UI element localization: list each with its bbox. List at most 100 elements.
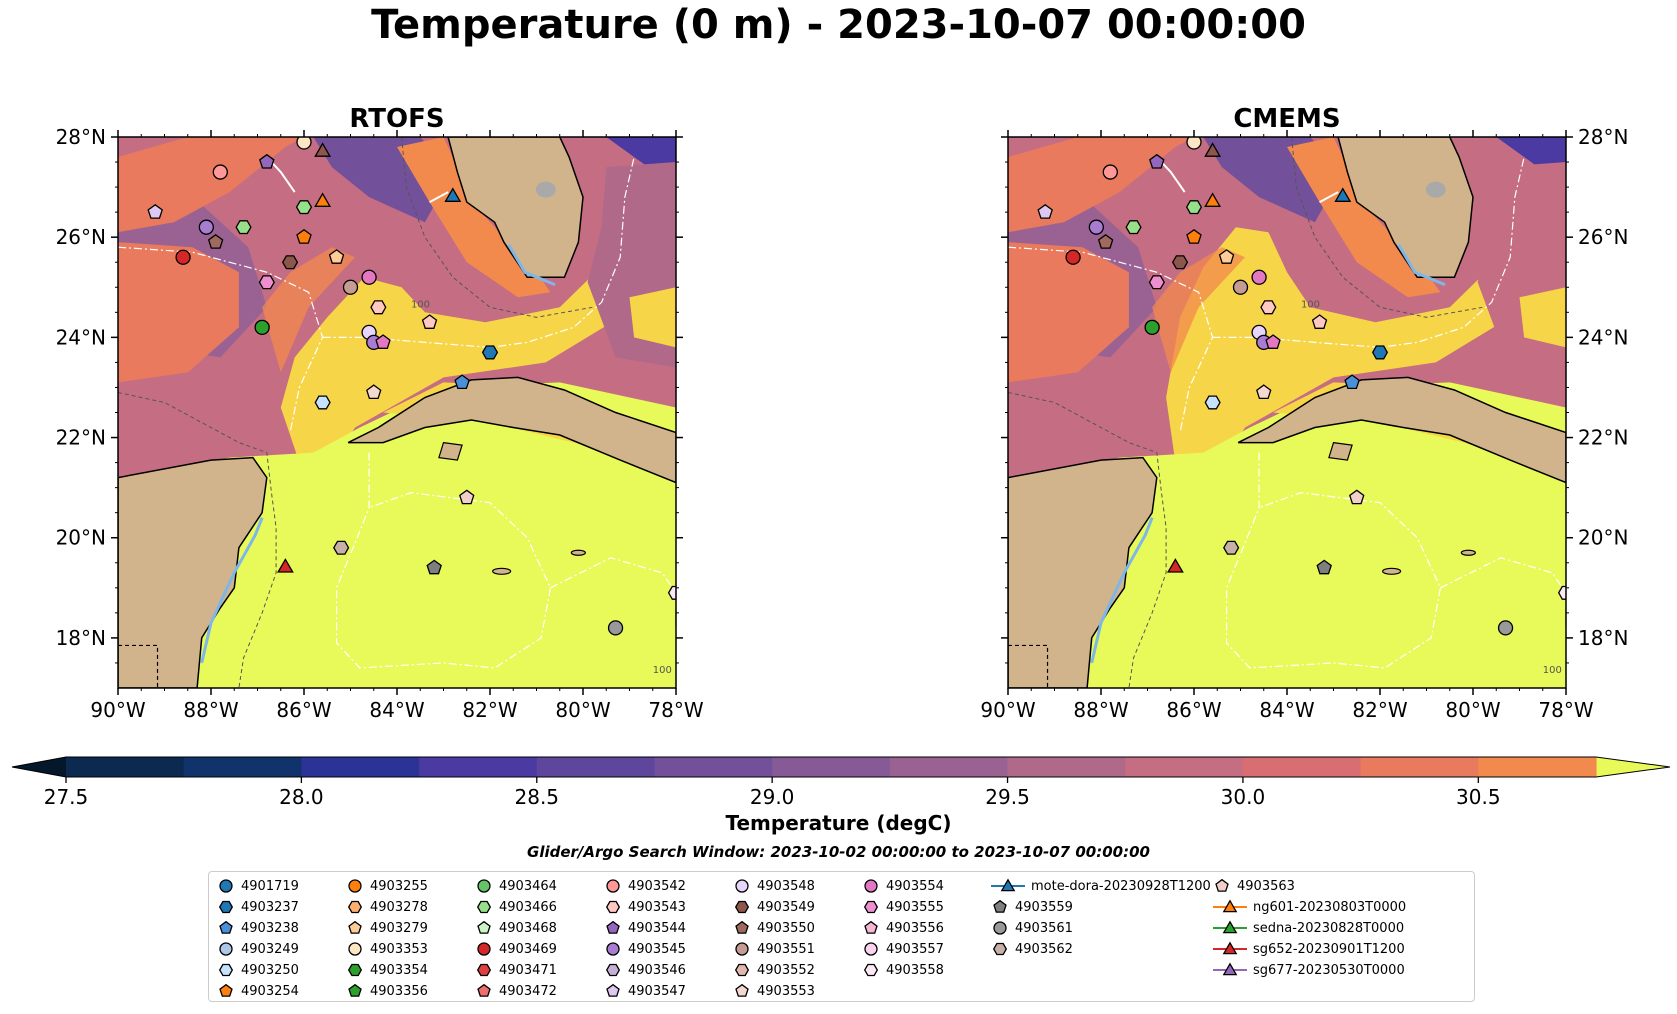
colorbar-tick-label: 29.5	[985, 785, 1030, 809]
legend-marker	[864, 879, 878, 893]
legend-marker-icon	[477, 942, 491, 956]
glider-track	[1319, 191, 1339, 203]
observation-marker	[1149, 153, 1165, 169]
legend-item: 4903254	[217, 981, 299, 1001]
legend-marker-icon	[219, 920, 233, 934]
legend-label: 4903554	[886, 878, 944, 894]
lat-tick-label: 28°N	[1578, 125, 1628, 149]
observation-marker	[1125, 220, 1142, 235]
observation-marker	[1316, 559, 1332, 575]
colorbar-under-extend	[12, 757, 66, 777]
warm-halo	[1152, 247, 1246, 373]
legend-item: 4903468	[475, 918, 557, 938]
observation-marker	[296, 137, 312, 150]
lat-tick-label: 24°N	[56, 325, 106, 349]
legend-item: 4903552	[733, 960, 815, 980]
lon-tick-label: 84°W	[1259, 698, 1314, 722]
temperature-field: 100 100	[1008, 137, 1566, 688]
legend-marker	[1222, 941, 1238, 955]
warm-band-north	[118, 137, 304, 233]
bathymetry-contour-wfs	[401, 137, 593, 318]
observation-marker	[1186, 137, 1202, 150]
legend-marker	[348, 879, 362, 893]
florida-land	[1337, 137, 1474, 279]
legend-label: 4903553	[757, 983, 815, 999]
legend-marker	[605, 963, 621, 977]
observation-marker	[314, 142, 332, 157]
observation-marker	[1097, 233, 1114, 249]
colorbar-tick-label: 30.0	[1221, 785, 1266, 809]
observation-marker	[481, 345, 499, 360]
legend-marker-icon	[734, 963, 750, 977]
legend-marker	[1000, 878, 1016, 892]
wfs-shelf	[1287, 137, 1441, 298]
legend-label: 4903556	[886, 920, 944, 936]
legend-label: 4903472	[499, 983, 557, 999]
colorbar-bin	[1360, 757, 1479, 777]
eez-boundary	[118, 246, 324, 433]
legend-marker	[1215, 878, 1229, 892]
lat-tick-label: 20°N	[56, 526, 106, 550]
legend-marker	[219, 942, 233, 956]
legend-item: 4903561	[991, 918, 1073, 938]
legend-marker-icon	[606, 942, 620, 956]
legend-label: 4903549	[757, 899, 815, 915]
observation-marker	[1260, 300, 1277, 315]
legend-label: sedna-20230828T0000	[1253, 920, 1405, 936]
legend-label: sg652-20230901T1200	[1253, 941, 1405, 957]
legend-label: 4903559	[1015, 899, 1073, 915]
legend-item: 4903250	[217, 960, 299, 980]
isla-juventud	[1328, 441, 1353, 461]
legend-label: 4903558	[886, 962, 944, 978]
observation-marker	[361, 269, 377, 285]
legend-label: 4903550	[757, 920, 815, 936]
legend-label: 4903468	[499, 920, 557, 936]
legend-item: 4903471	[475, 960, 557, 980]
lon-tick-label: 84°W	[369, 698, 424, 722]
legend-marker-icon	[606, 983, 620, 997]
figure-title: Temperature (0 m) - 2023-10-07 00:00:00	[371, 2, 1306, 48]
observation-marker	[1186, 228, 1202, 244]
observation-marker	[328, 249, 345, 264]
observation-marker	[1223, 540, 1240, 555]
colorbar-bin	[419, 757, 538, 777]
legend-label: 4903466	[499, 899, 557, 915]
legend-marker	[477, 983, 491, 997]
legend-marker-icon	[347, 900, 363, 914]
bathymetry-contour-wfs	[1291, 137, 1483, 318]
legend-item: 4903556	[862, 918, 944, 938]
colorbar-bin	[183, 757, 302, 777]
legend-label: 4903353	[370, 941, 428, 957]
legend-label: 4903561	[1015, 920, 1073, 936]
legend-item: 4903548	[733, 876, 815, 896]
cayman-brac	[1460, 549, 1476, 556]
colorbar-over-extend	[1596, 757, 1670, 777]
observation-marker	[1185, 200, 1203, 215]
legend-label: 4903464	[499, 878, 557, 894]
legend-label: 4903546	[628, 962, 686, 978]
legend-label: 4903555	[886, 899, 944, 915]
legend-marker	[476, 900, 492, 914]
legend-marker	[348, 983, 362, 997]
legend-label: 4903354	[370, 962, 428, 978]
observation-marker	[1232, 279, 1249, 295]
legend-marker-icon	[476, 900, 492, 914]
colorbar-bin	[772, 757, 891, 777]
legend-marker	[477, 942, 491, 956]
legend-marker	[348, 942, 362, 956]
legend-item: sg652-20230901T1200	[1213, 939, 1405, 959]
observation-marker	[1251, 269, 1267, 285]
lat-tick-label: 28°N	[56, 125, 106, 149]
legend-item: 4903558	[862, 960, 944, 980]
colorbar-bin	[66, 757, 185, 777]
observation-marker	[426, 559, 442, 575]
colorbar-label: Temperature (degC)	[725, 811, 952, 835]
legend-item: 4903464	[475, 876, 557, 896]
map-panel-cmems: 100 100 CMEMS 90°W 88°W 86°W 84°W 82°W 80°W 78°W 1…	[980, 104, 1628, 722]
legend-marker	[606, 942, 620, 956]
legend-marker-icon	[348, 920, 362, 934]
legend-marker-icon	[605, 900, 621, 914]
legend-item: 4903255	[346, 876, 428, 896]
observation-marker	[333, 540, 350, 555]
eez-boundary	[1212, 156, 1525, 348]
